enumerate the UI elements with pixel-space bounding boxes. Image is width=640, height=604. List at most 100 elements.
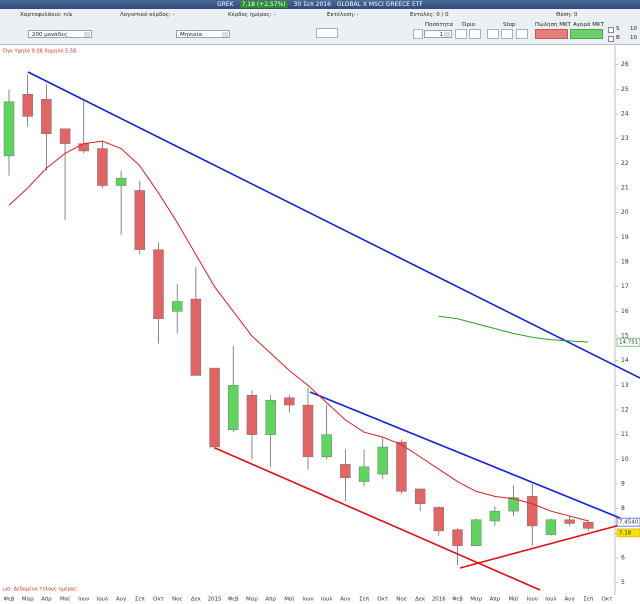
y-tick-label: 21: [621, 185, 629, 192]
buy-market-button[interactable]: [570, 29, 603, 39]
candle-body: [396, 441, 407, 492]
y-tick-label: 13: [621, 382, 629, 389]
candle-body: [171, 301, 183, 312]
y-tick-label: 26: [621, 61, 629, 68]
period-select[interactable]: Μηνιαία: [176, 30, 230, 38]
x-tick-label: Οκτ: [153, 597, 165, 603]
candle-body: [452, 529, 463, 546]
candle-body: [583, 522, 594, 529]
volume-note: Όγκ Υψηλό 9.06 Χαμηλό 5.58: [2, 48, 76, 55]
y-tick-label: 14: [621, 357, 629, 364]
sell-label: Πώληση ΜΚΤ: [535, 22, 571, 28]
toolbar: Χαρτοφυλάκιο: n/a Λογιστικό κέρδος: - Κέ…: [0, 9, 640, 45]
quantity-input[interactable]: 1: [424, 30, 452, 38]
search-button[interactable]: [413, 29, 423, 39]
candle-body: [59, 128, 71, 144]
x-tick-label: Δεκ: [191, 597, 202, 603]
day-profit: Κέρδος ημέρας: -: [228, 12, 276, 18]
candle-body: [228, 385, 239, 430]
x-tick-label: Ιουν: [527, 597, 538, 603]
accounting-profit: Λογιστικό κέρδος: -: [120, 12, 175, 18]
candle-body: [433, 507, 445, 532]
trend-line: [309, 391, 621, 519]
x-tick-label: Οκτ: [377, 597, 389, 603]
limit-button[interactable]: [455, 29, 467, 39]
trend-line: [214, 447, 541, 591]
y-tick-label: 15: [621, 333, 629, 340]
y-tick-label: 8: [621, 505, 625, 512]
candle-body: [470, 519, 482, 546]
y-tick-label: 16: [621, 308, 629, 315]
candle-body: [545, 519, 557, 535]
y-tick-label: 25: [621, 86, 629, 93]
y-tick-label: 11: [621, 431, 629, 438]
candle-body: [302, 404, 314, 458]
limit-button[interactable]: [469, 29, 481, 39]
x-tick-label: Σεπ: [583, 597, 593, 603]
candle-body: [190, 298, 202, 376]
stop-button[interactable]: [501, 29, 513, 39]
checkbox[interactable]: [608, 27, 614, 33]
x-tick-label: Ιουλ: [97, 597, 109, 603]
x-tick-label: Οκτ: [602, 597, 614, 603]
orders: Εντολές: 0 / 0: [410, 12, 449, 18]
units-select[interactable]: 200 μονάδες: [28, 30, 92, 38]
y-tick-label: 22: [621, 160, 629, 167]
candle-body: [97, 148, 108, 186]
y-tick-label: 12: [621, 407, 629, 414]
candle-body: [527, 496, 538, 527]
candle-body: [22, 94, 33, 117]
x-tick-label: Μαϊ: [60, 597, 70, 603]
price-label-box: [616, 517, 640, 527]
x-tick-label: Απρ: [41, 597, 52, 603]
candle-body: [134, 190, 146, 250]
s-label: S: [616, 26, 620, 32]
candle-body: [321, 434, 332, 458]
x-tick-label: Σεπ: [135, 597, 145, 603]
candle-body: [489, 510, 501, 522]
stop-button[interactable]: [516, 29, 528, 39]
s-value: 10: [630, 26, 637, 32]
x-tick-label: Ιουν: [78, 597, 89, 603]
candle-body: [115, 177, 127, 186]
x-tick-label: Μαρ: [246, 597, 258, 603]
sell-market-button[interactable]: [535, 29, 568, 39]
price-label: 14.751: [619, 340, 638, 346]
y-tick-label: 10: [621, 456, 629, 463]
checkbox[interactable]: [608, 36, 614, 42]
position: Θέση: 0: [556, 12, 578, 18]
portfolio: Χαρτοφυλάκιο: n/a: [20, 12, 73, 18]
symbol[interactable]: GREK: [217, 1, 234, 8]
candle-body: [3, 101, 15, 157]
candle-body: [564, 519, 575, 524]
x-tick-label: Μαρ: [470, 597, 482, 603]
y-tick-label: 17: [621, 283, 629, 290]
x-tick-label: Νοε: [396, 597, 406, 603]
candle-body: [340, 464, 351, 479]
candle-body: [377, 446, 388, 475]
candle-body: [246, 395, 258, 435]
footer-note: ωσ: Δεδομένα τέλους ημέρας: [3, 586, 77, 593]
limit-label: Όριο: [462, 22, 476, 28]
x-tick-label: Μαϊ: [508, 597, 518, 603]
b-value: 10: [630, 35, 637, 41]
y-tick-label: 6: [621, 555, 625, 562]
y-tick-label: 20: [621, 209, 629, 216]
x-tick-label: Ιουλ: [321, 597, 333, 603]
x-tick-label: Φεβ: [228, 597, 239, 603]
x-tick-label: Ιουλ: [545, 597, 557, 603]
x-tick-label: Αυγ: [340, 597, 351, 603]
candle-body: [41, 98, 52, 134]
stop-button[interactable]: [487, 29, 499, 39]
y-tick-label: 24: [621, 111, 629, 118]
candle-body: [209, 367, 220, 448]
candle-body: [265, 399, 276, 435]
x-tick-label: Σεπ: [359, 597, 369, 603]
title-bar: GREK 7,18 (+2,57%) 30 Σεπ 2016 GLOBAL X …: [0, 0, 640, 9]
x-tick-label: 2015: [208, 597, 222, 603]
x-tick-label: Αυγ: [565, 597, 576, 603]
y-tick-label: 23: [621, 135, 629, 142]
chart-type-button[interactable]: [316, 28, 338, 38]
